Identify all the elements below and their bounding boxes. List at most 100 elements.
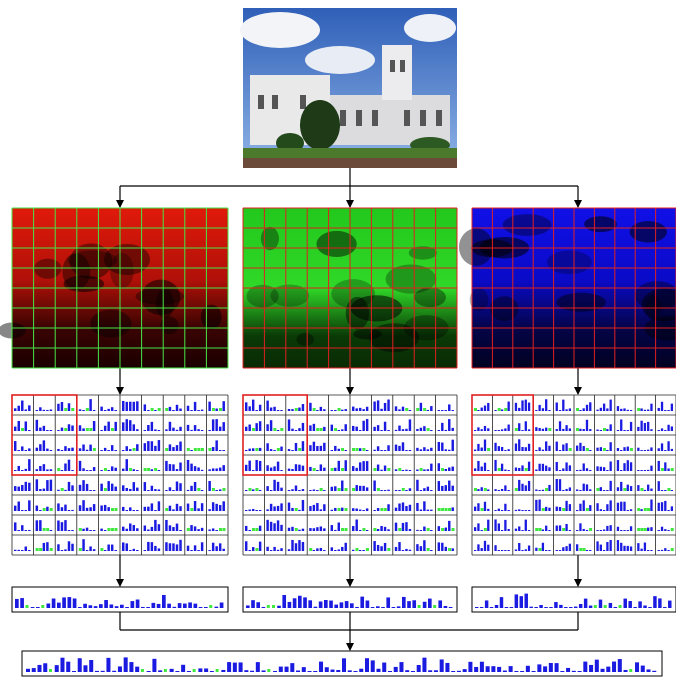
histogram-bar — [329, 601, 333, 608]
histogram-bar — [21, 470, 23, 471]
histogram-bar — [525, 485, 527, 491]
histogram-bar — [46, 469, 48, 471]
histogram-bar — [259, 461, 261, 471]
histogram-bar — [336, 670, 340, 672]
histogram-bar — [173, 607, 177, 608]
histogram-bar — [288, 449, 290, 451]
histogram-bar — [481, 487, 483, 491]
histogram-bar — [521, 550, 523, 551]
histogram-bar — [528, 429, 530, 431]
histogram-bar — [603, 490, 605, 491]
histogram-bar — [147, 490, 149, 491]
histogram-bar — [559, 525, 561, 531]
histogram-dot — [427, 548, 430, 551]
histogram-dot — [362, 448, 365, 451]
histogram-bar — [614, 607, 617, 608]
histogram-bar — [623, 408, 625, 411]
histogram-bar — [661, 502, 663, 511]
histogram-bar — [520, 671, 524, 672]
histogram-dot — [209, 605, 212, 608]
histogram-bar — [624, 670, 628, 672]
histogram-bar — [402, 429, 404, 431]
histogram-bar — [194, 425, 196, 431]
histogram-bar — [197, 467, 199, 471]
histogram-bar — [151, 486, 153, 491]
histogram-bar — [627, 410, 629, 411]
histogram-bar — [120, 605, 124, 608]
histogram-bar — [576, 470, 578, 471]
histogram-bar — [158, 548, 160, 551]
histogram-bar — [165, 542, 167, 551]
histogram-bar — [545, 428, 547, 431]
photo — [240, 8, 457, 168]
histogram-bar — [543, 666, 547, 672]
histogram-bar — [14, 441, 16, 451]
histogram-bar — [667, 425, 669, 431]
histogram-bar — [405, 470, 407, 471]
histogram-dot — [637, 408, 640, 411]
histogram-bar — [504, 550, 506, 551]
histogram-bar — [569, 607, 572, 608]
histogram-bar — [569, 544, 571, 551]
histogram-bar — [428, 599, 432, 608]
histogram-bar — [194, 501, 196, 511]
histogram-bar — [395, 508, 397, 511]
histogram-bar — [617, 430, 619, 431]
histogram-bar — [197, 410, 199, 411]
histogram-bar — [589, 489, 591, 491]
texture — [110, 253, 134, 288]
histogram-dot — [187, 528, 190, 531]
strip-frame — [243, 587, 457, 612]
histogram-bar — [650, 447, 652, 451]
histogram-bar — [93, 467, 95, 471]
histogram-bar — [373, 541, 375, 551]
histogram-bar — [392, 607, 396, 608]
histogram-bar — [359, 408, 361, 411]
histogram-bar — [46, 542, 48, 551]
histogram-bar — [441, 410, 443, 411]
histogram-bar — [68, 541, 70, 551]
histogram-bar — [373, 402, 375, 411]
histogram-bar — [331, 425, 333, 431]
histogram-bar — [355, 508, 357, 511]
histogram-bar — [562, 400, 564, 411]
histogram-bar — [438, 442, 440, 451]
histogram-bar — [277, 462, 279, 471]
histogram-bar — [387, 529, 389, 531]
histogram-bar — [528, 530, 530, 531]
histogram-bar — [107, 470, 109, 471]
histogram-bar — [428, 670, 432, 672]
histogram-bar — [494, 489, 496, 491]
histogram-bar — [314, 607, 318, 608]
histogram-dot — [79, 528, 82, 531]
histogram-bar — [402, 597, 406, 608]
histogram-bar — [565, 425, 567, 431]
histogram-dot — [331, 468, 334, 471]
histogram-bar — [487, 489, 489, 491]
histogram-bar — [298, 490, 300, 491]
histogram-bar — [302, 500, 304, 511]
texture — [261, 227, 279, 250]
histogram-dot — [309, 548, 312, 551]
histogram-bar — [395, 523, 397, 531]
histogram-bar — [320, 446, 322, 451]
histogram-bar — [302, 489, 304, 491]
histogram-bar — [596, 448, 598, 451]
histogram-bar — [50, 480, 52, 491]
histogram-bar — [661, 402, 663, 411]
histogram-bar — [508, 425, 510, 431]
histogram-bar — [176, 524, 178, 531]
histogram-bar — [630, 462, 632, 471]
histogram-bar — [68, 510, 70, 511]
histogram-bar — [623, 502, 625, 511]
histogram-bar — [222, 422, 224, 431]
histogram-bar — [82, 500, 84, 511]
histogram-bar — [671, 426, 673, 431]
histogram-bar — [114, 450, 116, 451]
histogram-bar — [341, 547, 343, 551]
histogram-bar — [371, 607, 375, 608]
histogram-bar — [57, 449, 59, 451]
histogram-bar — [176, 469, 178, 471]
histogram-bar — [610, 400, 612, 411]
histogram-bar — [323, 468, 325, 471]
